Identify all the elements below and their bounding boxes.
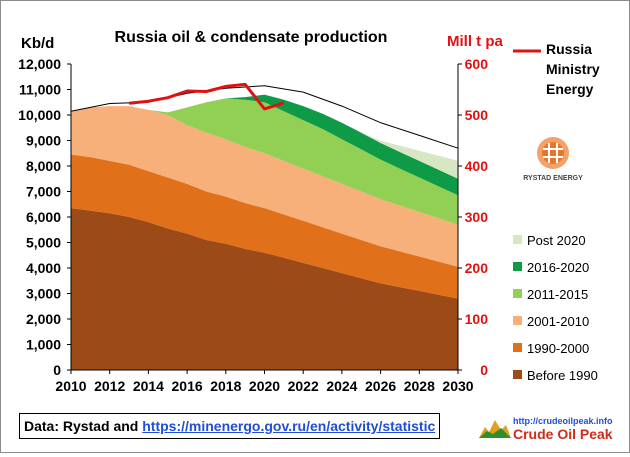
x-tick-label: 2016: [172, 378, 203, 394]
legend-label: 2016-2020: [527, 260, 589, 275]
area-2011-2015: [71, 98, 458, 225]
ministry-line: [128, 82, 285, 111]
legend-swatch: [513, 262, 522, 271]
legend-label: Before 1990: [527, 368, 598, 383]
legend-label: 1990-2000: [527, 341, 589, 356]
x-tick-label: 2030: [442, 378, 473, 394]
source-link[interactable]: https://minenergo.gov.ru/en/activity/sta…: [142, 418, 436, 434]
x-tick-label: 2026: [365, 378, 396, 394]
brand-name: Crude Oil Peak: [513, 426, 613, 442]
y-tick-label-left: 11,000: [19, 82, 61, 98]
rystad-logo-text: RYSTAD ENERGY: [523, 175, 583, 182]
legend-swatch: [513, 235, 522, 244]
x-tick-label: 2024: [326, 378, 357, 394]
ministry-legend: Russia Ministry Energy: [513, 41, 600, 97]
x-tick-label: 2018: [210, 378, 241, 394]
y-tick-label-left: 6,000: [26, 209, 61, 225]
brand-url[interactable]: http://crudeoilpeak.info: [513, 416, 613, 426]
y-tick-label-left: 7,000: [26, 184, 61, 200]
legend-swatch: [513, 370, 522, 379]
y-axis-label-left: Kb/d: [21, 35, 54, 52]
y-tick-label-right: 100: [465, 311, 489, 327]
area-2001-2010: [71, 106, 458, 267]
y-tick-label-right: 400: [465, 158, 489, 174]
y-tick-label-left: 10,000: [18, 107, 61, 123]
y-tick-label-left: 4,000: [26, 260, 61, 276]
source-note: Data: Rystad and https://minenergo.gov.r…: [19, 413, 441, 439]
y-tick-label-left: 1,000: [26, 337, 61, 353]
y-tick-label-left: 9,000: [26, 133, 61, 149]
legend: Post 2020 2016-2020 2011-2015 2001-2010 1990…: [513, 233, 598, 383]
legend-swatch: [513, 343, 522, 352]
y-tick-label-right: 300: [465, 209, 489, 225]
x-tick-label: 2010: [55, 378, 86, 394]
legend-swatch: [513, 316, 522, 325]
y-tick-label-left: 8,000: [26, 158, 61, 174]
area-layers: [71, 94, 458, 370]
source-prefix: Data: Rystad and: [24, 418, 143, 434]
y-tick-label-left: 2,000: [26, 311, 61, 327]
y-tick-label-right: 0: [480, 362, 488, 378]
x-tick-label: 2022: [288, 378, 319, 394]
y-tick-label-left: 0: [53, 362, 61, 378]
x-tick-label: 2014: [133, 378, 164, 394]
chart-title: Russia oil & condensate production: [115, 29, 388, 46]
x-tick-label: 2020: [249, 378, 280, 394]
ministry-legend-label: Ministry: [546, 61, 600, 77]
ministry-legend-label: Russia: [546, 41, 592, 57]
axes: 0 1,000 2,000 3,000 4,000 5,000 6,000 7,000 8,00…: [18, 56, 488, 394]
x-tick-label: 2012: [94, 378, 125, 394]
rystad-logo: RYSTAD ENERGY: [523, 137, 583, 182]
area-2016-2020: [71, 94, 458, 196]
y-tick-label-right: 200: [465, 260, 489, 276]
ministry-legend-label: Energy: [546, 81, 594, 97]
area-before-1990: [71, 208, 458, 370]
y-tick-label-right: 600: [465, 56, 489, 72]
y-tick-label-left: 12,000: [18, 56, 61, 72]
x-tick-label: 2028: [404, 378, 435, 394]
y-tick-label-right: 500: [465, 107, 489, 123]
line-layers: [70, 82, 459, 149]
y-tick-label-left: 5,000: [26, 235, 61, 251]
legend-swatch: [513, 289, 522, 298]
legend-label: Post 2020: [527, 233, 586, 248]
area-1990-2000: [71, 154, 458, 299]
oil-peak-icon: [479, 420, 511, 438]
y-tick-label-left: 3,000: [26, 286, 61, 302]
legend-label: 2001-2010: [527, 314, 589, 329]
legend-label: 2011-2015: [527, 287, 588, 302]
y-axis-label-right: Mill t pa: [447, 33, 503, 50]
crude-oil-peak-brand: http://crudeoilpeak.info Crude Oil Peak: [479, 416, 613, 442]
